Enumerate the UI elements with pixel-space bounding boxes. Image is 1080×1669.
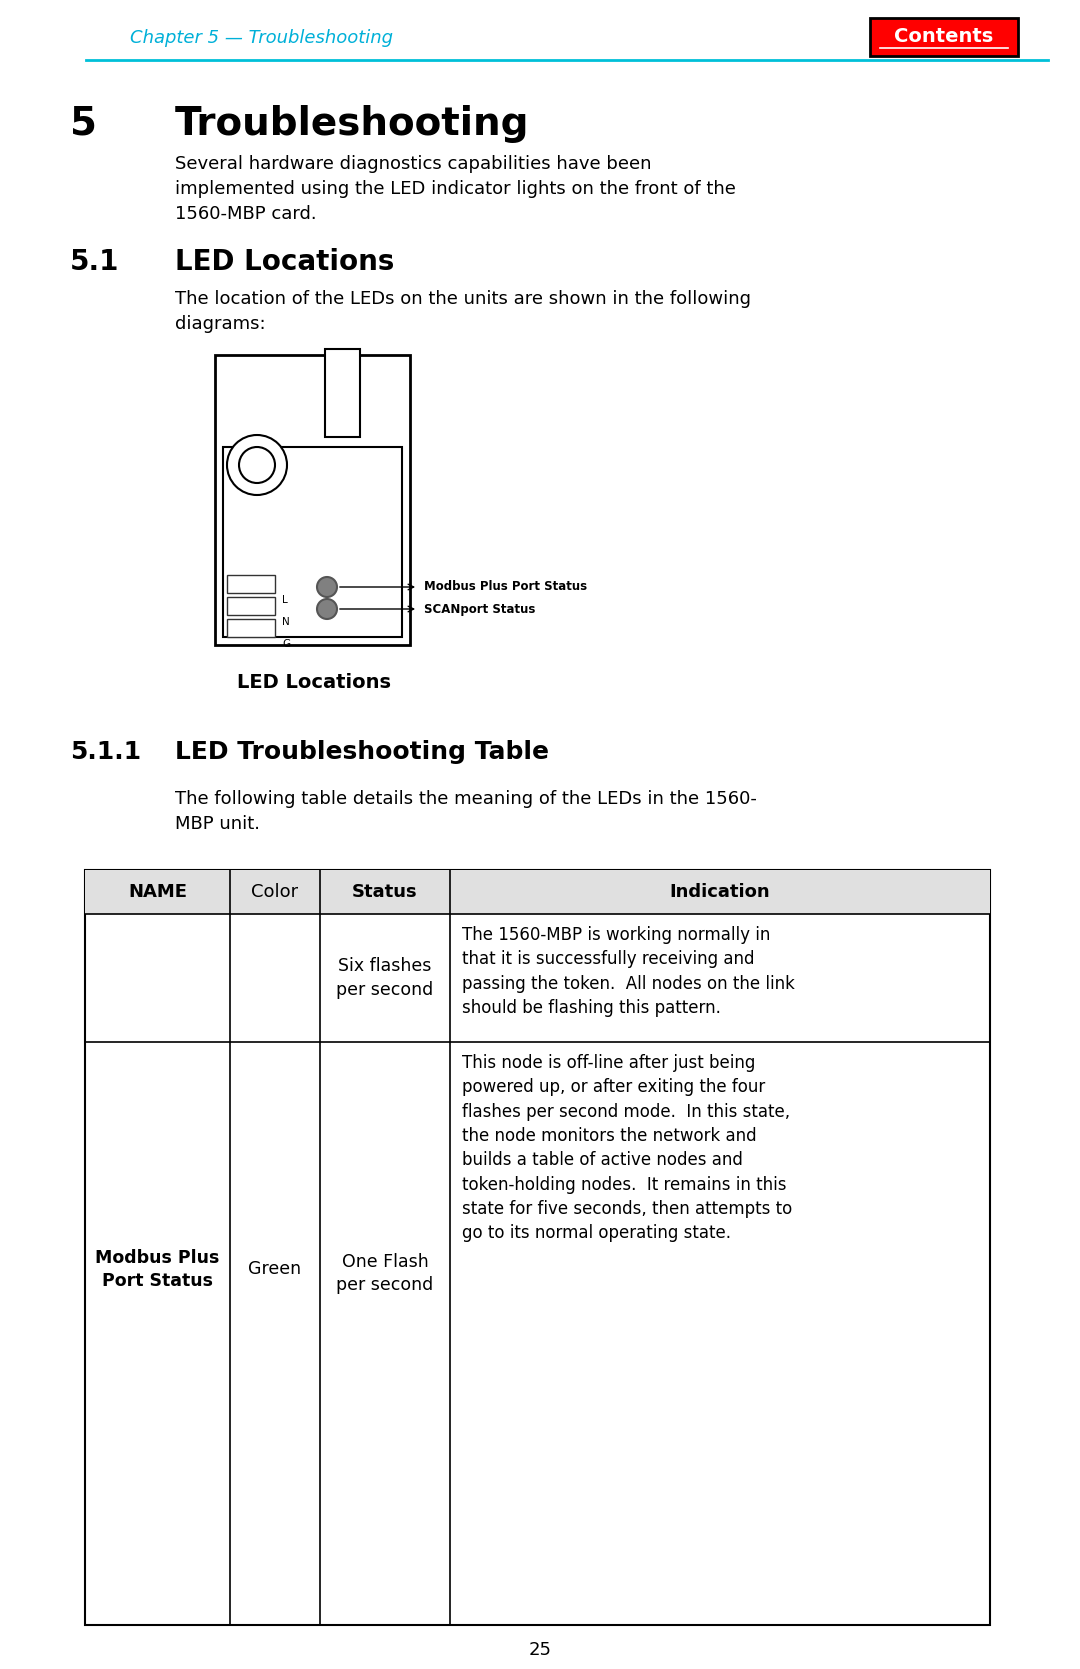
Text: 5.1: 5.1 bbox=[70, 249, 120, 275]
Bar bbox=[325, 349, 360, 437]
Text: The location of the LEDs on the units are shown in the following
diagrams:: The location of the LEDs on the units ar… bbox=[175, 290, 751, 334]
Text: This node is off-line after just being
powered up, or after exiting the four
fla: This node is off-line after just being p… bbox=[462, 1055, 793, 1242]
Text: One Flash
per second: One Flash per second bbox=[336, 1253, 434, 1293]
Text: LED Locations: LED Locations bbox=[175, 249, 394, 275]
Text: The 1560-MBP is working normally in
that it is successfully receiving and
passin: The 1560-MBP is working normally in that… bbox=[462, 926, 795, 1016]
Text: Troubleshooting: Troubleshooting bbox=[175, 105, 529, 144]
Text: 5.1.1: 5.1.1 bbox=[70, 739, 141, 764]
Bar bbox=[227, 619, 275, 638]
FancyBboxPatch shape bbox=[870, 18, 1018, 57]
Text: 25: 25 bbox=[528, 1641, 552, 1659]
Circle shape bbox=[227, 436, 287, 496]
Text: SCANport Status: SCANport Status bbox=[424, 603, 536, 616]
Text: L: L bbox=[282, 596, 287, 604]
Text: Several hardware diagnostics capabilities have been
implemented using the LED in: Several hardware diagnostics capabilitie… bbox=[175, 155, 735, 224]
Text: 5: 5 bbox=[70, 105, 97, 144]
Text: Color: Color bbox=[252, 883, 298, 901]
Bar bbox=[85, 870, 990, 1626]
Text: Indication: Indication bbox=[670, 883, 770, 901]
Text: Chapter 5 — Troubleshooting: Chapter 5 — Troubleshooting bbox=[130, 28, 393, 47]
Bar bbox=[85, 870, 990, 915]
Circle shape bbox=[318, 599, 337, 619]
Bar bbox=[222, 447, 402, 638]
Bar bbox=[227, 598, 275, 614]
Text: Six flashes
per second: Six flashes per second bbox=[336, 958, 434, 998]
Text: NAME: NAME bbox=[129, 883, 187, 901]
Text: Green: Green bbox=[248, 1260, 301, 1278]
Text: N: N bbox=[282, 618, 289, 628]
Text: LED Locations: LED Locations bbox=[237, 673, 391, 693]
Circle shape bbox=[239, 447, 275, 482]
Text: Modbus Plus Port Status: Modbus Plus Port Status bbox=[424, 581, 588, 594]
Bar bbox=[227, 576, 275, 592]
Bar bbox=[215, 355, 410, 644]
Text: LED Troubleshooting Table: LED Troubleshooting Table bbox=[175, 739, 549, 764]
Text: The following table details the meaning of the LEDs in the 1560-
MBP unit.: The following table details the meaning … bbox=[175, 789, 757, 833]
Text: Modbus Plus
Port Status: Modbus Plus Port Status bbox=[95, 1248, 219, 1290]
Circle shape bbox=[318, 577, 337, 598]
Text: G: G bbox=[282, 639, 291, 649]
Text: Status: Status bbox=[352, 883, 418, 901]
Text: Contents: Contents bbox=[894, 27, 994, 47]
